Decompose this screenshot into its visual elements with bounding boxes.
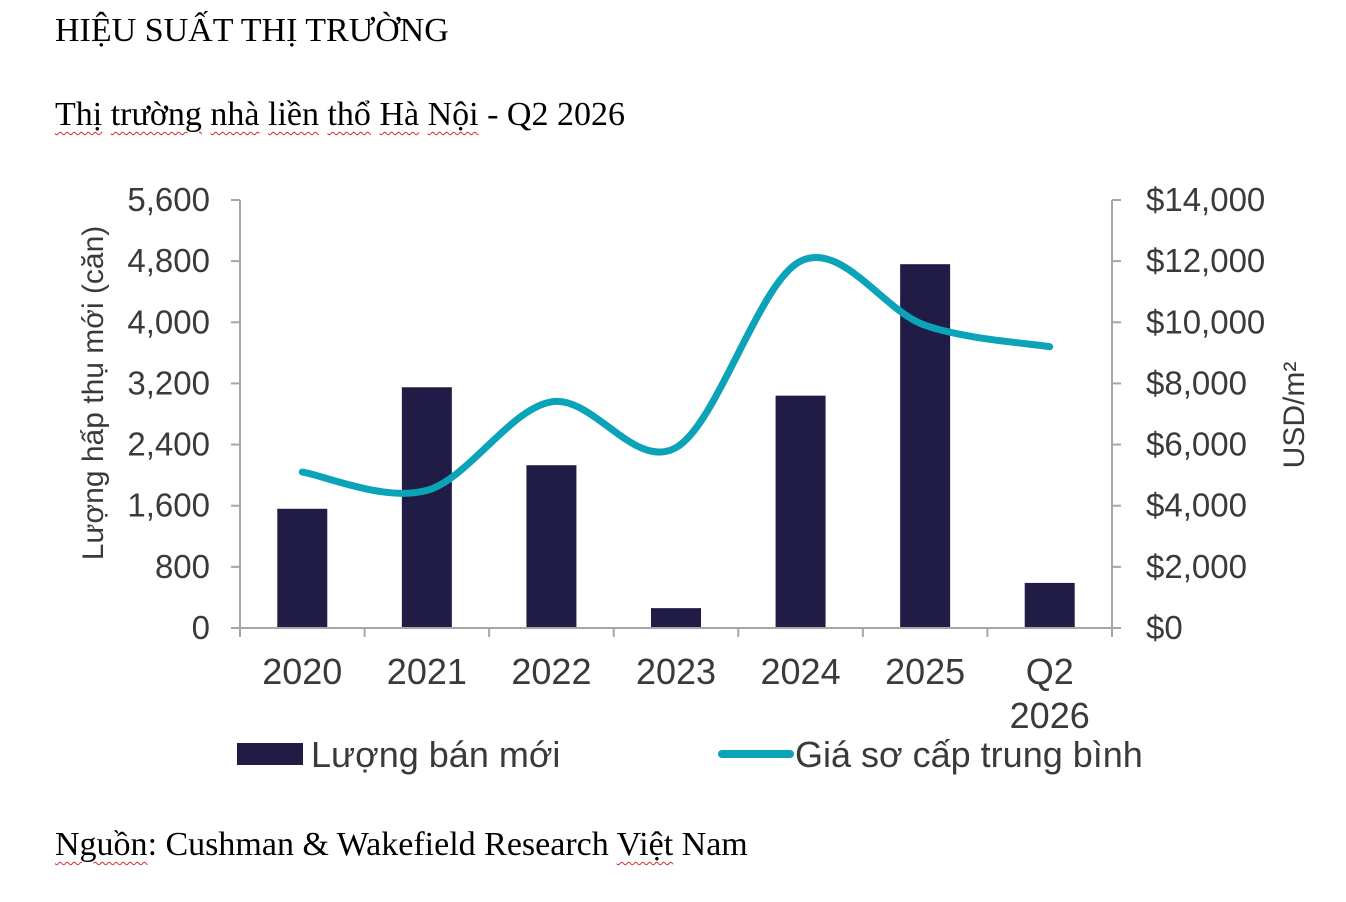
x-tick-label: Q2 <box>1026 651 1074 692</box>
bar <box>277 508 328 628</box>
right-tick-label: $2,000 <box>1146 548 1247 585</box>
price-line <box>298 254 1054 497</box>
right-tick-label: $8,000 <box>1146 364 1247 401</box>
source-word: Nguồn <box>55 826 148 863</box>
subtitle-word: thổ <box>327 96 371 133</box>
legend-line-label: Giá sơ cấp trung bình <box>795 734 1143 775</box>
subtitle-word: Nội <box>427 96 479 133</box>
left-tick-label: 4,000 <box>127 303 210 340</box>
right-tick-label: $10,000 <box>1146 303 1265 340</box>
bar <box>775 395 826 628</box>
x-tick-label: 2024 <box>761 651 841 692</box>
left-tick-label: 800 <box>155 548 210 585</box>
subtitle-word: trường <box>110 96 202 133</box>
x-tick-label: 2020 <box>262 651 342 692</box>
left-tick-label: 2,400 <box>127 426 210 463</box>
left-tick-label: 5,600 <box>127 181 210 218</box>
subtitle-word: Hà <box>379 96 420 133</box>
subtitle-word: liền <box>268 96 319 133</box>
x-tick-label: 2021 <box>387 651 467 692</box>
source-word: Nam <box>681 826 748 863</box>
bar <box>651 608 701 628</box>
subtitle-word: nhà <box>210 96 260 133</box>
legend-bar-swatch <box>237 743 303 765</box>
page-heading: HIỆU SUẤT THỊ TRƯỜNG <box>55 12 449 49</box>
chart-subtitle: Thị trường nhà liền thổ Hà Nội - Q2 2026 <box>55 96 625 134</box>
right-tick-label: $4,000 <box>1146 487 1247 524</box>
x-tick-label: 2022 <box>511 651 591 692</box>
x-tick-label: 2025 <box>885 651 965 692</box>
legend: Lượng bán mới Giá sơ cấp trung bình <box>237 734 1143 775</box>
x-tick-label: 2026 <box>1010 695 1090 736</box>
bar <box>526 465 577 628</box>
left-tick-label: 0 <box>192 609 210 646</box>
legend-bar-label: Lượng bán mới <box>311 734 560 775</box>
left-tick-label: 1,600 <box>127 487 210 524</box>
right-tick-label: $6,000 <box>1146 426 1247 463</box>
left-tick-label: 4,800 <box>127 242 210 279</box>
left-axis: 0 800 1,600 2,400 3,200 4,000 4,800 5,600 <box>127 181 241 646</box>
source-note: Nguồn: Cushman & Wakefield Research Việt… <box>55 826 748 864</box>
right-tick-label: $12,000 <box>1146 242 1265 279</box>
bar <box>401 387 452 628</box>
right-tick-label: $14,000 <box>1146 181 1265 218</box>
source-word: : Cushman & Wakefield Research <box>147 826 609 863</box>
right-axis: $0 $2,000 $4,000 $6,000 $8,000 $10,000 $12,000… <box>1111 181 1265 646</box>
bar <box>1024 582 1075 628</box>
left-axis-title: Lượng hấp thụ mới (căn) <box>77 226 110 561</box>
source-word: Việt <box>616 826 674 863</box>
subtitle-word: - Q2 2026 <box>487 96 625 133</box>
right-axis-title: USD/m² <box>1278 362 1311 469</box>
x-tick-label: 2023 <box>636 651 716 692</box>
subtitle-word: Thị <box>55 96 103 133</box>
left-tick-label: 3,200 <box>127 364 210 401</box>
right-tick-label: $0 <box>1146 609 1183 646</box>
